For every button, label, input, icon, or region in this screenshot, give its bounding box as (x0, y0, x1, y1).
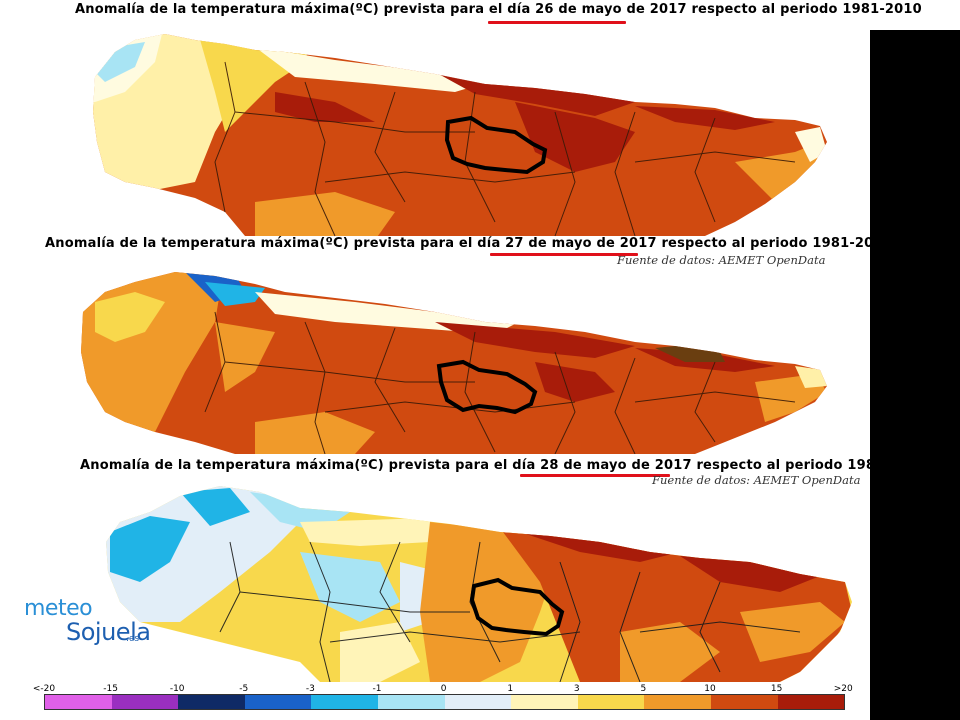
date-underline (520, 474, 670, 477)
title-suffix: respecto al periodo 1981-2010 (686, 2, 922, 17)
legend-tick-label: 3 (573, 684, 580, 694)
title-prefix: Anomalía de la temperatura máxima(ºC) pr… (45, 236, 506, 251)
legend-tick-label: -10 (169, 684, 185, 694)
legend-segment (511, 695, 578, 709)
legend-segment (444, 695, 512, 709)
logo-line1: meteo (24, 596, 93, 621)
map-may-27 (81, 272, 827, 454)
date-underline (488, 21, 626, 24)
title-prefix: Anomalía de la temperatura máxima(ºC) pr… (75, 2, 536, 17)
top-right-blank (870, 0, 960, 30)
color-legend: <-20 -15 -10 -5 -3 -1 0 1 3 5 10 15 >20 (33, 682, 864, 720)
legend-tick-label: -3 (305, 684, 315, 694)
legend-segment (777, 695, 845, 709)
title-prefix: Anomalía de la temperatura máxima(ºC) pr… (80, 458, 541, 473)
logo-line2: Sojuela (66, 618, 151, 646)
logo-tld: .es (126, 634, 140, 644)
legend-segment (577, 695, 645, 709)
title-day-28: Anomalía de la temperatura máxima(ºC) pr… (80, 458, 927, 473)
map-may-26 (93, 34, 827, 237)
legend-tick-label: -1 (372, 684, 382, 694)
legend-colorbar (44, 694, 846, 710)
legend-segment (111, 695, 179, 709)
legend-segment (644, 695, 711, 709)
legend-segment (311, 695, 378, 709)
title-suffix: respecto al periodo 1981-2010 (656, 236, 892, 251)
title-date: 27 de mayo de 2017 (505, 236, 657, 251)
title-date: 26 de mayo de 2017 (535, 2, 687, 17)
legend-segment (45, 695, 112, 709)
legend-tick-label: 15 (770, 684, 783, 694)
title-day-27: Anomalía de la temperatura máxima(ºC) pr… (45, 236, 892, 251)
rioja-outline (469, 577, 565, 637)
legend-tick-label: 10 (704, 684, 716, 694)
legend-segment (377, 695, 445, 709)
legend-segment (244, 695, 312, 709)
legend-tick-label: 5 (640, 684, 647, 694)
legend-tick-label: 1 (507, 684, 514, 694)
legend-tick-label: <-20 (32, 684, 56, 694)
legend-tick-label: -5 (239, 684, 249, 694)
map-may-28 (106, 486, 852, 682)
date-underline (490, 253, 638, 256)
rioja-outline (436, 359, 538, 415)
legend-tick-label: >20 (833, 684, 853, 694)
data-source: Fuente de datos: AEMET OpenData (617, 253, 826, 267)
legend-segment (178, 695, 245, 709)
legend-tick-label: 0 (440, 684, 447, 694)
right-black-border (870, 0, 960, 720)
legend-tick-label: -15 (103, 684, 118, 694)
title-day-26: Anomalía de la temperatura máxima(ºC) pr… (75, 2, 922, 17)
data-source: Fuente de datos: AEMET OpenData (652, 473, 861, 487)
meteosojuela-logo: meteo Sojuela .es (22, 596, 152, 660)
legend-segment (710, 695, 778, 709)
rioja-outline (444, 115, 548, 175)
title-date: 28 de mayo de 2017 (540, 458, 692, 473)
title-suffix: respecto al periodo 1981-2010 (691, 458, 927, 473)
